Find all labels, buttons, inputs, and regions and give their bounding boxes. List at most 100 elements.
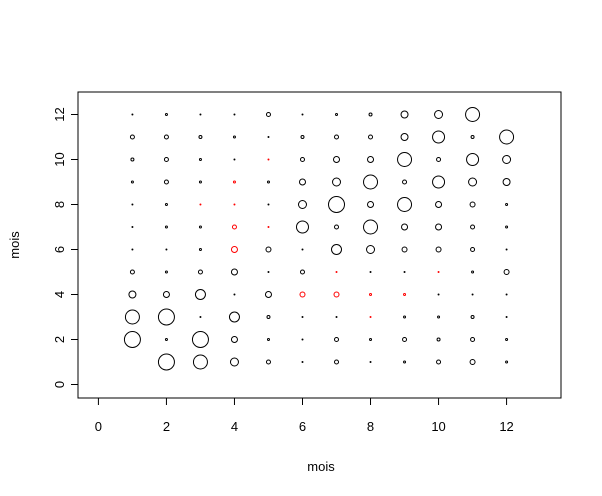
bubble	[231, 224, 237, 230]
bubble	[369, 293, 373, 296]
bubble	[233, 203, 236, 206]
bubble	[334, 134, 340, 140]
bubble	[465, 107, 481, 122]
bubble	[230, 246, 238, 253]
bubble	[301, 316, 304, 318]
bubble	[198, 248, 202, 251]
bubble	[369, 338, 373, 341]
bubble	[191, 331, 209, 348]
bubble	[435, 246, 442, 253]
bubble	[163, 179, 169, 185]
bubble	[300, 135, 305, 139]
bubble	[165, 248, 168, 251]
bubble	[505, 225, 509, 229]
bubble	[199, 113, 202, 116]
x-tick-label: 4	[231, 419, 238, 434]
bubble	[264, 291, 272, 298]
bubble	[366, 245, 376, 254]
y-tick-label: 8	[52, 201, 67, 208]
bubble	[164, 113, 168, 116]
bubble	[435, 223, 443, 231]
bubble	[267, 226, 270, 228]
bubble	[499, 129, 515, 145]
bubble	[299, 291, 306, 298]
bubble	[400, 133, 409, 141]
bubble	[403, 360, 407, 364]
bubble	[505, 360, 509, 364]
x-tick-label: 8	[367, 419, 374, 434]
y-tick-label: 0	[52, 381, 67, 388]
bubble	[197, 269, 203, 275]
bubble	[265, 112, 271, 117]
bubble	[397, 197, 413, 212]
bubble	[403, 315, 407, 319]
bubble	[129, 134, 135, 140]
bubble	[367, 201, 375, 208]
bubble	[295, 220, 309, 234]
bubble	[432, 175, 446, 189]
bubble	[130, 157, 135, 162]
bubble	[266, 315, 271, 319]
bubble	[470, 315, 475, 319]
bubble	[470, 337, 476, 342]
bubble	[198, 180, 202, 184]
bubble	[505, 338, 509, 341]
bubble	[469, 359, 476, 365]
x-tick-label: 12	[499, 419, 513, 434]
bubble	[334, 337, 340, 342]
bubble	[162, 291, 170, 298]
bubble	[400, 110, 409, 119]
bubble	[198, 225, 202, 229]
bubble	[332, 177, 342, 187]
bubble	[403, 293, 407, 296]
bubble	[397, 152, 413, 167]
bubble	[299, 157, 305, 162]
bubble	[298, 178, 306, 186]
bubble	[468, 177, 478, 187]
bubble	[164, 203, 168, 206]
bubble	[471, 270, 475, 274]
bubble	[505, 248, 508, 251]
bubble	[230, 336, 238, 343]
bubble	[131, 226, 134, 228]
x-axis-label: mois	[307, 459, 335, 474]
y-tick-label: 10	[52, 152, 67, 166]
bubble	[123, 331, 141, 348]
bubble	[328, 196, 346, 213]
bubble	[267, 136, 270, 138]
plot-box	[77, 91, 562, 399]
bubble	[503, 269, 510, 275]
bubble	[198, 135, 203, 139]
bubble	[233, 293, 236, 296]
bubble	[470, 247, 476, 252]
bubble	[334, 359, 340, 365]
bubble	[505, 203, 509, 206]
bubble	[436, 157, 442, 162]
x-tick-label: 2	[163, 419, 170, 434]
bubble	[466, 153, 480, 166]
bubble	[164, 338, 168, 341]
bubble	[199, 203, 202, 206]
bubble	[301, 248, 304, 251]
bubble	[230, 268, 238, 276]
bubble	[471, 293, 474, 296]
bubble	[233, 158, 236, 161]
bubble	[403, 271, 406, 273]
bubble	[437, 315, 441, 319]
bubble	[297, 200, 307, 209]
y-tick-label: 6	[52, 246, 67, 253]
bubble	[299, 269, 305, 275]
bubble	[335, 316, 338, 318]
bubble	[401, 246, 408, 253]
bubble	[267, 271, 270, 273]
bubble	[505, 316, 508, 318]
bubble	[369, 361, 372, 363]
bubble	[130, 180, 134, 184]
bubble	[432, 130, 446, 144]
bubble	[163, 134, 169, 140]
y-axis-label: mois	[7, 231, 22, 259]
bubble	[369, 316, 372, 318]
bubble	[164, 270, 168, 274]
bubble	[368, 134, 374, 140]
